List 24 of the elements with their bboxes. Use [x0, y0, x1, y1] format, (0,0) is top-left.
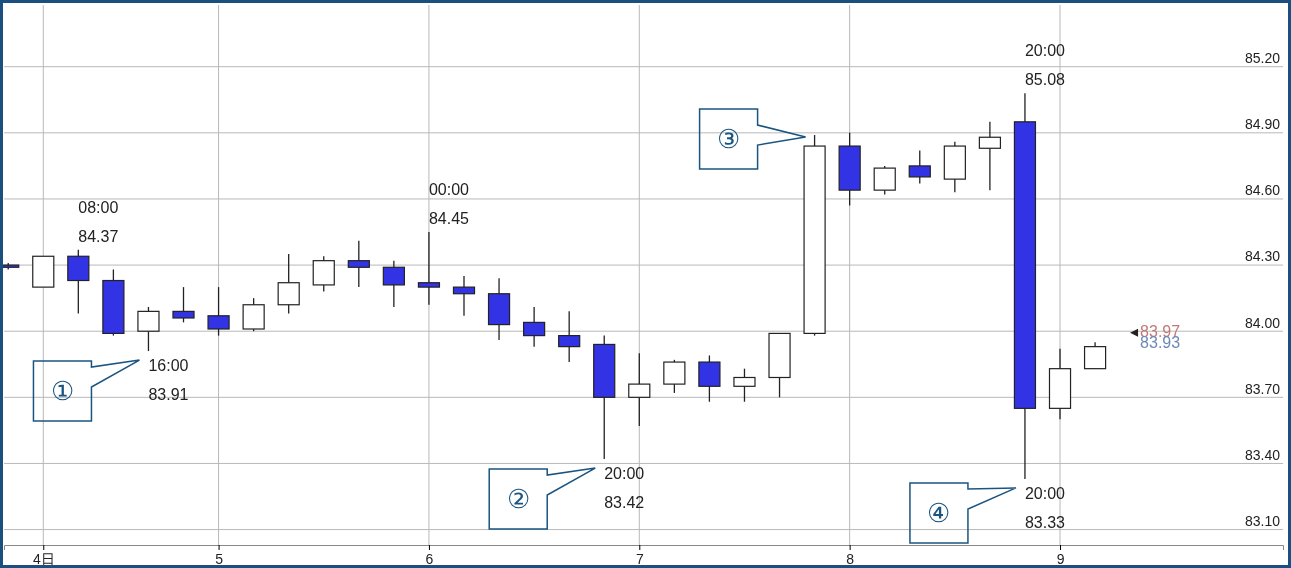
y-tick-label: 84.00 — [1244, 314, 1281, 331]
y-tick-label: 83.70 — [1244, 380, 1281, 397]
annotation: 08:00 84.37 — [78, 198, 119, 245]
x-tick-label: 4日 — [32, 550, 55, 567]
y-tick-label: 84.90 — [1244, 116, 1281, 133]
y-tick-label: 83.10 — [1244, 512, 1281, 529]
y-tick-label: 84.30 — [1244, 248, 1281, 265]
x-tick-label: 6 — [425, 550, 434, 567]
x-tick-label: 7 — [635, 550, 644, 567]
x-tick-label: 9 — [1056, 550, 1065, 567]
annotation: 00:00 84.45 — [428, 181, 470, 228]
annotation: ① — [50, 376, 74, 407]
annotation: 16:00 83.91 — [148, 357, 189, 404]
y-tick-label: 84.60 — [1244, 182, 1281, 199]
annotation: ③ — [717, 124, 741, 155]
y-tick-label: 85.20 — [1244, 50, 1281, 67]
x-tick-label: 5 — [215, 550, 224, 567]
annotation: ④ — [927, 498, 951, 529]
annotation: 20:00 85.08 — [1024, 42, 1066, 89]
annotation: ② — [506, 484, 530, 515]
annotation: 20:00 83.42 — [604, 465, 645, 512]
y-tick-label: 83.40 — [1244, 446, 1281, 463]
x-tick-label: 8 — [846, 550, 855, 567]
annotation: 20:00 83.33 — [1024, 484, 1066, 531]
